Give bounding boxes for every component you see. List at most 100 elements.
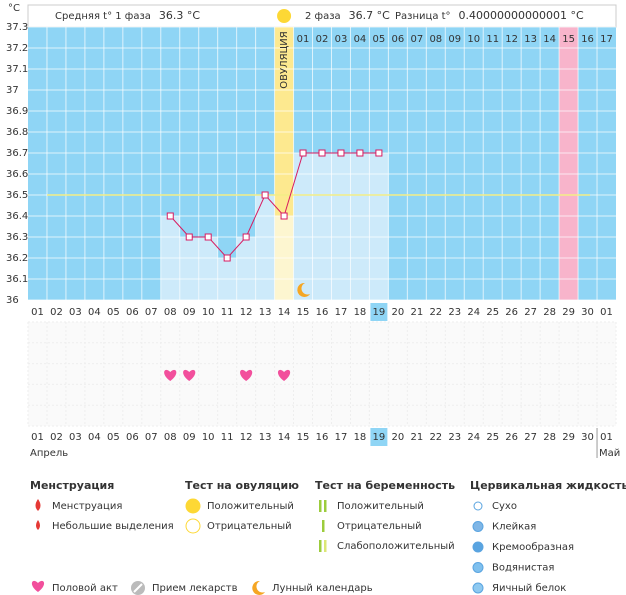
temp-point	[223, 254, 231, 262]
ovtest-icon	[185, 498, 201, 514]
temp-bar	[236, 237, 256, 300]
date-label: 10	[202, 307, 215, 318]
temp-bar	[350, 153, 370, 300]
date-label: 14	[278, 307, 291, 318]
y-tick-label: 37.3	[6, 22, 28, 33]
date-label: 03	[69, 432, 82, 443]
legend-item: Менструация	[52, 501, 122, 512]
date-label: 02	[50, 432, 63, 443]
legend-title: Тест на беременность	[315, 479, 455, 492]
date-label: 27	[524, 307, 537, 318]
y-tick-label: 36.9	[6, 106, 28, 117]
moon-icon	[297, 282, 311, 297]
date-label: 15	[297, 432, 310, 443]
cycle-day: 11	[486, 34, 499, 45]
date-label: 02	[50, 307, 63, 318]
today-box	[370, 428, 388, 446]
temp-bar	[293, 153, 313, 300]
sex-heart	[183, 369, 196, 381]
legend-title: Тест на овуляцию	[185, 479, 299, 492]
period-column	[559, 27, 579, 300]
temp-point	[280, 212, 288, 220]
date-label: 20	[392, 432, 405, 443]
date-label: 07	[145, 307, 158, 318]
cycle-day: 12	[505, 34, 518, 45]
date-label: 14	[278, 432, 291, 443]
date-label: 18	[354, 307, 367, 318]
pill-line	[133, 583, 143, 593]
header-text: Разница t° 0.40000000000001 °C	[395, 9, 584, 22]
date-label: 17	[335, 307, 348, 318]
date-label: 26	[505, 307, 518, 318]
date-label: 12	[240, 432, 253, 443]
legend-item: Небольшие выделения	[52, 521, 174, 532]
cycle-day: 13	[524, 34, 537, 45]
cycle-day: 16	[581, 34, 594, 45]
date-label: 23	[448, 432, 461, 443]
preg-icon	[324, 540, 327, 552]
date-label: 19	[373, 307, 386, 318]
cycle-day: 15	[562, 34, 575, 45]
ovtest-icon	[185, 518, 201, 534]
legend-item: Лунный календарь	[272, 583, 373, 594]
date-label: 21	[410, 432, 423, 443]
y-tick-label: 36.7	[6, 148, 28, 159]
temp-point	[166, 212, 174, 220]
month-label: Апрель	[30, 448, 68, 459]
temp-point	[356, 149, 364, 157]
menses-icon	[35, 499, 41, 511]
legend-item: Слабоположительный	[337, 541, 455, 552]
temp-bar	[331, 153, 351, 300]
events-panel	[28, 322, 616, 426]
date-label: 06	[126, 307, 139, 318]
y-tick-label: 37.2	[6, 43, 28, 54]
temp-bar	[179, 237, 199, 300]
y-tick-label: 36.1	[6, 274, 28, 285]
cycle-day: 14	[543, 34, 556, 45]
legend-item: Прием лекарств	[152, 583, 238, 594]
y-tick-label: 36.4	[6, 211, 28, 222]
date-label: 10	[202, 432, 215, 443]
date-label: 07	[145, 432, 158, 443]
date-label: 25	[486, 432, 499, 443]
preg-icon	[319, 500, 322, 512]
header-value: 36.3 °C	[159, 9, 200, 22]
date-label: 22	[429, 307, 442, 318]
date-label: 04	[88, 307, 101, 318]
date-label: 04	[88, 432, 101, 443]
y-tick-label: 36.6	[6, 169, 28, 180]
legend-heart	[31, 580, 45, 592]
header-value: 36.7 °C	[349, 9, 390, 22]
y-tick-label: 36.5	[6, 190, 28, 201]
header-text: Средняя t° 1 фаза 36.3 °C	[55, 9, 200, 22]
legend-item: Клейкая	[492, 522, 536, 533]
cycle-day: 06	[392, 34, 405, 45]
date-label: 12	[240, 307, 253, 318]
date-label: 08	[164, 432, 177, 443]
legend-item: Отрицательный	[207, 521, 292, 532]
legend-item: Положительный	[337, 501, 424, 512]
header-text: 2 фаза 36.7 °C	[305, 9, 390, 22]
legend-moon	[252, 580, 265, 595]
temp-point	[337, 149, 345, 157]
date-label: 26	[505, 432, 518, 443]
today-box	[370, 303, 388, 321]
header-value: 0.40000000000001 °C	[459, 9, 584, 22]
date-label: 27	[524, 432, 537, 443]
date-label: 22	[429, 432, 442, 443]
y-tick-label: 36.3	[6, 232, 28, 243]
sex-heart	[277, 369, 291, 381]
cycle-day: 02	[316, 34, 329, 45]
date-label: 05	[107, 432, 120, 443]
cycle-day: 10	[467, 34, 480, 45]
legend-item: Сухо	[492, 501, 517, 512]
date-label: 11	[221, 307, 234, 318]
date-label: 01	[600, 307, 613, 318]
date-label: 16	[316, 432, 329, 443]
fluid-icon	[473, 501, 483, 511]
cycle-day: 07	[410, 34, 423, 45]
temp-point	[204, 233, 212, 241]
date-label: 17	[335, 432, 348, 443]
y-tick-label: 36	[6, 295, 19, 306]
legend-item: Отрицательный	[337, 521, 422, 532]
